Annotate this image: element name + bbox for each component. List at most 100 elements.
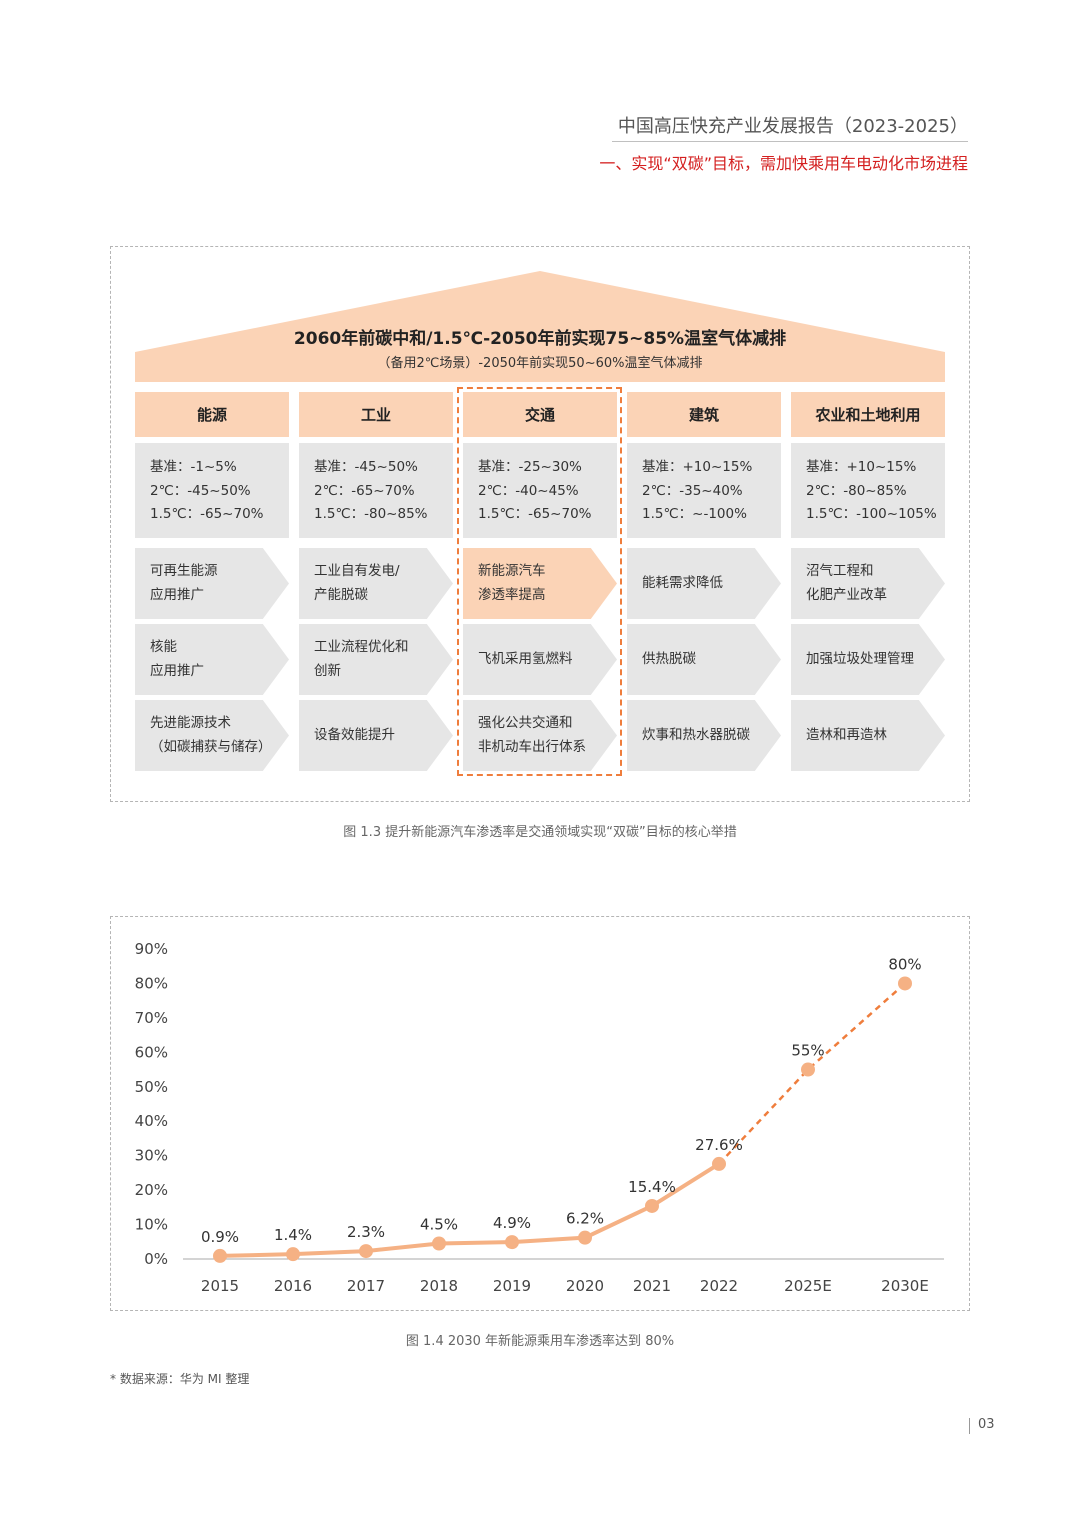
measure-line: 供热脱碳 [642,650,696,667]
measure-building-2: 供热脱碳 [627,624,781,695]
page-number: 03 [978,1417,995,1432]
series-line-actual [219,1162,721,1258]
baseline-line: 基准：-25~30% [478,459,582,475]
data-label: 15.4% [628,1178,676,1196]
measure-transport-3: 强化公共交通和 非机动车出行体系 [463,700,617,771]
measure-building-1: 能耗需求降低 [627,548,781,619]
y-tick-label: 50% [135,1078,168,1096]
baseline-line: 基准：-45~50% [314,459,418,475]
measure-line: 新能源汽车 [478,563,546,579]
x-tick-label: 2016 [274,1277,312,1295]
header-divider [612,141,968,142]
measure-line: 产能脱碳 [314,586,368,603]
data-point [286,1247,300,1262]
x-tick-label: 2021 [633,1277,671,1295]
y-tick-label: 0% [144,1250,168,1268]
measure-line: 非机动车出行体系 [478,738,586,755]
roof-subtitle: （备用2℃场景）-2050年前实现50~60%温室气体减排 [377,356,703,371]
y-tick-label: 80% [135,974,168,992]
measure-line: 应用推广 [150,662,204,679]
y-tick-label: 60% [135,1043,168,1061]
measure-line: 造林和再造林 [806,726,887,743]
baseline-line: 2℃：-40~45% [478,482,579,499]
measure-line: 沼气工程和 [806,563,874,579]
measure-line: 设备效能提升 [314,726,395,743]
baseline-transport: 基准：-25~30% 2℃：-40~45% 1.5℃：-65~70% [463,443,617,538]
measure-transport-1: 新能源汽车渗透率提高 [463,548,617,619]
baseline-line: 2℃：-45~50% [150,482,251,499]
data-label: 1.4% [274,1226,312,1244]
data-label: 6.2% [566,1210,604,1228]
column-head-agriculture: 农业和土地利用 [791,392,945,437]
data-point [432,1236,446,1251]
y-tick-label: 20% [135,1181,168,1199]
measure-line: 应用推广 [150,586,204,603]
measure-agriculture-1: 沼气工程和化肥产业改革 [791,548,945,619]
measure-agriculture-2: 加强垃圾处理管理 [791,624,945,695]
data-label: 27.6% [695,1136,743,1154]
data-point [645,1198,659,1213]
measure-line: 能耗需求降低 [642,574,723,591]
measure-transport-2: 飞机采用氢燃料 [463,624,617,695]
baseline-line: 1.5℃：-80~85% [314,506,428,522]
measure-line: 强化公共交通和 [478,715,573,731]
measure-line: 工业自有发电/ [314,563,400,579]
y-tick-label: 90% [135,940,168,958]
section-title: 一、实现“双碳”目标，需加快乘用车电动化市场进程 [599,154,968,173]
baseline-line: 1.5℃：-65~70% [478,506,592,522]
column-head-industry: 工业 [299,392,453,437]
baseline-agriculture: 基准：+10~15% 2℃：-80~85% 1.5℃：-100~105% [791,443,945,538]
figure-1-caption: 图 1.3 提升新能源汽车渗透率是交通领域实现“双碳”目标的核心举措 [343,825,737,840]
page-number-divider [969,1418,970,1434]
data-label: 80% [888,955,921,973]
measure-line: 化肥产业改革 [806,586,887,603]
column-head-building: 建筑 [627,392,781,437]
x-tick-label: 2019 [493,1277,531,1295]
baseline-line: 2℃：-80~85% [806,482,907,499]
measure-line: 先进能源技术 [150,715,231,731]
data-point [213,1248,227,1263]
baseline-line: 1.5℃：-100~105% [806,506,937,522]
measure-line: 渗透率提高 [478,586,546,603]
data-label: 4.9% [493,1214,531,1232]
y-tick-label: 70% [135,1009,168,1027]
x-tick-label: 2030E [881,1277,929,1295]
baseline-industry: 基准：-45~50% 2℃：-65~70% 1.5℃：-80~85% [299,443,453,538]
y-tick-label: 40% [135,1112,168,1130]
data-label: 55% [791,1042,824,1060]
measure-line: （如碳捕获与储存） [150,738,272,755]
data-source-footnote: * 数据来源：华为 MI 整理 [110,1372,250,1386]
measure-line: 炊事和热水器脱碳 [642,726,750,743]
measure-energy-2: 核能 应用推广 [135,624,289,695]
baseline-line: 基准：+10~15% [806,459,917,475]
measure-line: 核能 [150,639,177,655]
data-point [359,1244,373,1259]
baseline-line: 2℃：-35~40% [642,482,743,499]
data-point [898,976,912,991]
x-tick-label: 2017 [347,1277,385,1295]
baseline-line: 1.5℃：~-100% [642,506,747,522]
measure-industry-2: 工业流程优化和 创新 [299,624,453,695]
x-tick-label: 2018 [420,1277,458,1295]
column-head-transport: 交通 [463,392,617,437]
figure-2-frame [110,916,970,1311]
x-tick-label: 2022 [700,1277,738,1295]
data-point [801,1062,815,1077]
baseline-line: 1.5℃：-65~70% [150,506,264,522]
measure-industry-1: 工业自有发电/产能脱碳 [299,548,453,619]
x-tick-label: 2020 [566,1277,604,1295]
data-point [505,1235,519,1250]
measure-building-3: 炊事和热水器脱碳 [627,700,781,771]
roof-title: 2060年前碳中和/1.5℃-2050年前实现75~85%温室气体减排 [293,329,787,349]
baseline-line: 基准：-1~5% [150,459,237,475]
baseline-building: 基准：+10~15% 2℃：-35~40% 1.5℃：~-100% [627,443,781,538]
roof-shape [135,271,945,382]
baseline-line: 2℃：-65~70% [314,482,415,499]
measure-line: 工业流程优化和 [314,639,409,655]
baseline-energy: 基准：-1~5% 2℃：-45~50% 1.5℃：-65~70% [135,443,289,538]
x-tick-label: 2025E [784,1277,832,1295]
figure-2-caption: 图 1.4 2030 年新能源乘用车渗透率达到 80% [405,1334,675,1349]
data-label: 0.9% [201,1228,239,1246]
data-point [578,1230,592,1245]
measure-energy-1: 可再生能源 应用推广 [135,548,289,619]
